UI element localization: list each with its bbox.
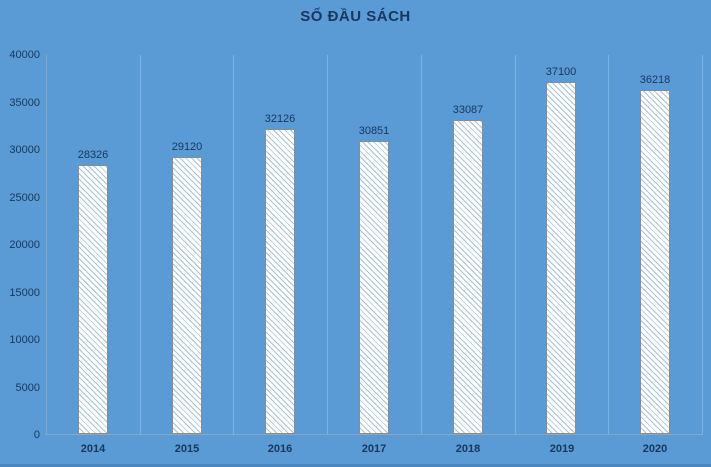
- x-axis-category-label: 2016: [267, 443, 293, 455]
- vertical-gridline: [421, 55, 422, 435]
- y-axis-tick-label: 40000: [9, 49, 40, 61]
- y-axis-tick-label: 15000: [9, 286, 40, 299]
- bar: [546, 82, 576, 434]
- bar-value-label: 37100: [545, 66, 577, 78]
- vertical-gridline: [515, 55, 516, 435]
- x-axis-category-label: 2014: [80, 443, 106, 455]
- vertical-gridline: [702, 55, 703, 435]
- vertical-gridline: [233, 55, 234, 435]
- y-axis-tick-label: 20000: [9, 239, 40, 251]
- bar: [265, 129, 295, 434]
- bar-value-label: 28326: [77, 149, 109, 161]
- bar: [359, 141, 389, 434]
- y-axis-tick-label: 25000: [9, 191, 40, 204]
- y-axis-tick-label: 10000: [9, 334, 40, 346]
- vertical-gridline: [140, 55, 141, 435]
- bar: [453, 120, 483, 434]
- bar-value-label: 36218: [639, 74, 671, 86]
- x-axis-category-label: 2018: [455, 443, 481, 455]
- x-axis-category-label: 2017: [361, 443, 387, 455]
- x-axis-line: [45, 434, 702, 435]
- y-axis-tick-label: 35000: [9, 96, 40, 109]
- bar: [172, 157, 202, 434]
- bar-value-label: 33087: [452, 104, 484, 116]
- plot-area: 0 5000 10000 15000 20000 25000 30000 35000 40000…: [9, 49, 703, 455]
- vertical-gridline: [327, 55, 328, 435]
- x-axis-category-label: 2019: [549, 443, 575, 455]
- bar-value-label: 30851: [358, 125, 390, 137]
- bar: [78, 165, 108, 434]
- y-axis-tick-label: 30000: [9, 144, 40, 156]
- bar: [640, 90, 670, 434]
- bar-value-label: 29120: [171, 141, 203, 153]
- chart-bottom-edge: [0, 464, 711, 467]
- chart-title: SỐ ĐẦU SÁCH: [300, 8, 411, 25]
- y-axis-tick-label: 0: [33, 429, 40, 441]
- y-axis-line: [46, 55, 47, 435]
- x-axis-category-label: 2015: [174, 443, 200, 455]
- vertical-gridline: [608, 55, 609, 435]
- y-axis-tick-label: 5000: [15, 381, 40, 394]
- bar-value-label: 32126: [264, 113, 296, 125]
- x-axis-category-label: 2020: [642, 443, 668, 455]
